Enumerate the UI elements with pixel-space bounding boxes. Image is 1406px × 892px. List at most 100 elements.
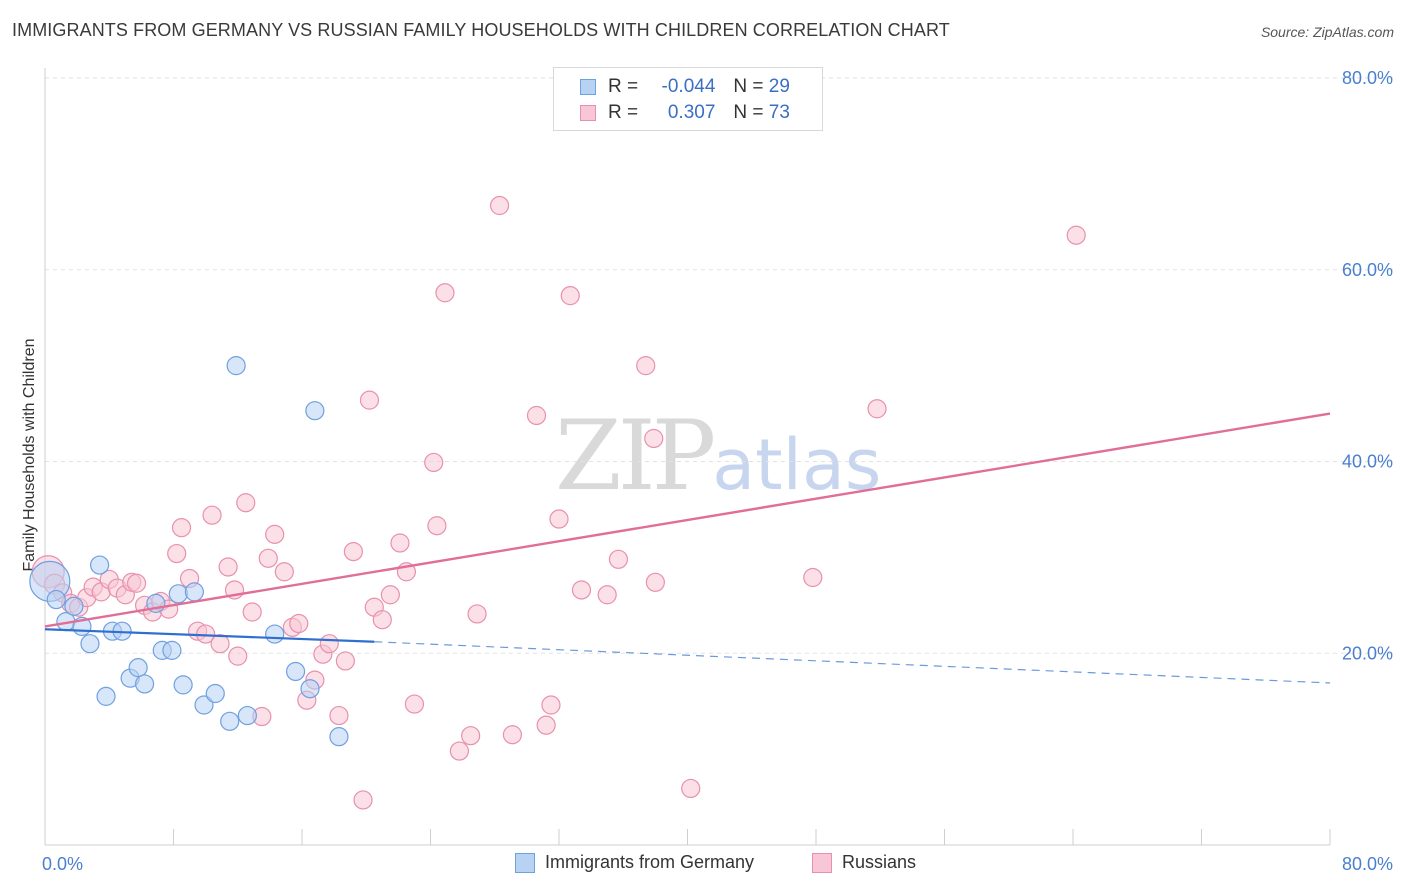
series-swatch-russians xyxy=(812,852,832,873)
germany-point xyxy=(96,686,116,706)
germany-trend-extension xyxy=(374,641,1331,684)
germany-point xyxy=(64,596,84,616)
legend-n-value-germany: 29 xyxy=(768,76,790,97)
legend-swatch-germany xyxy=(580,79,596,95)
russians-point xyxy=(644,428,664,449)
russians-point xyxy=(265,524,285,544)
series-label-russians: Russians xyxy=(842,852,917,872)
watermark-zip: ZIP xyxy=(555,400,716,512)
russians-point xyxy=(427,516,447,536)
russians-point xyxy=(390,533,410,553)
russians-point xyxy=(636,356,656,376)
russians-point xyxy=(236,493,256,513)
russians-point xyxy=(549,509,569,529)
germany-point xyxy=(80,634,100,654)
legend-row-germany: R = -0.044 N = 29 xyxy=(580,75,790,99)
russians-point xyxy=(289,613,309,634)
russians-point xyxy=(461,726,481,746)
legend-r-value-russians: 0.307 xyxy=(667,102,716,123)
russians-point xyxy=(353,790,373,810)
series-legend-germany[interactable]: Immigrants from Germany xyxy=(515,852,754,873)
russians-point xyxy=(242,602,262,622)
series-legend: Immigrants from Germany Russians xyxy=(0,852,1406,878)
germany-point xyxy=(168,584,188,604)
russians-point xyxy=(126,573,147,593)
russians-point xyxy=(228,646,248,666)
russians-point xyxy=(258,548,278,568)
russians-point xyxy=(681,778,701,799)
legend-n-value-russians: 73 xyxy=(768,102,790,123)
germany-point xyxy=(237,705,257,726)
germany-point xyxy=(205,683,225,704)
russians-point xyxy=(329,705,349,726)
russians-point xyxy=(372,610,392,630)
russians-point xyxy=(502,725,523,745)
russians-point xyxy=(202,505,222,525)
germany-point xyxy=(162,640,182,660)
russians-point xyxy=(489,195,510,216)
russians-point xyxy=(867,399,887,419)
russians-point xyxy=(380,585,400,605)
russians-point xyxy=(541,695,561,715)
y-tick-label: 60.0% xyxy=(1342,260,1393,280)
correlation-legend: R = -0.044 N = 29 R = 0.307 N = 73 xyxy=(553,67,823,131)
x-tick-label-min: 0.0% xyxy=(42,854,83,874)
legend-r-value-germany: -0.044 xyxy=(661,76,716,97)
russians-point xyxy=(526,405,547,426)
series-legend-russians[interactable]: Russians xyxy=(812,852,916,873)
chart-title: IMMIGRANTS FROM GERMANY VS RUSSIAN FAMIL… xyxy=(12,20,950,40)
russians-point xyxy=(424,452,444,473)
russians-point xyxy=(1066,225,1086,245)
russians-point xyxy=(404,694,425,714)
y-tick-label: 40.0% xyxy=(1342,452,1393,472)
russians-point xyxy=(335,651,355,671)
germany-point xyxy=(329,727,349,747)
russians-point xyxy=(319,634,339,654)
russians-point xyxy=(560,286,580,306)
legend-r-label: R = xyxy=(608,76,639,97)
y-tick-label: 20.0% xyxy=(1342,643,1393,663)
legend-n-label: N = xyxy=(733,76,764,97)
germany-point xyxy=(265,624,285,644)
y-tick-label: 80.0% xyxy=(1342,68,1393,88)
germany-point xyxy=(226,356,246,376)
series-swatch-germany xyxy=(515,852,535,873)
germany-point xyxy=(285,661,306,682)
russians-point xyxy=(218,557,238,577)
germany-point xyxy=(128,658,148,678)
source-credit: Source: ZipAtlas.com xyxy=(1260,24,1394,40)
russians-point xyxy=(571,580,592,600)
watermark: ZIPatlas xyxy=(555,400,881,512)
russians-point xyxy=(359,390,380,410)
russians-point xyxy=(274,562,294,582)
russians-point xyxy=(467,604,487,624)
russians-point xyxy=(435,283,455,303)
russians-point xyxy=(597,585,617,605)
russians-point xyxy=(608,549,629,569)
germany-trend-line xyxy=(44,628,375,643)
russians-trend-line xyxy=(44,412,1331,628)
russians-point xyxy=(343,542,363,562)
germany-point xyxy=(220,711,240,731)
russians-point xyxy=(167,543,187,564)
germany-point xyxy=(305,401,325,421)
series-label-germany: Immigrants from Germany xyxy=(545,852,755,872)
legend-n-label: N = xyxy=(733,102,764,123)
germany-point xyxy=(46,589,66,610)
russians-point xyxy=(536,715,556,735)
germany-point xyxy=(173,675,193,695)
russians-point xyxy=(449,741,470,761)
germany-point xyxy=(184,582,204,602)
legend-row-russians: R = 0.307 N = 73 xyxy=(580,101,790,125)
russians-point xyxy=(171,518,192,538)
legend-r-label: R = xyxy=(608,102,639,123)
legend-swatch-russians xyxy=(580,105,596,121)
russians-point xyxy=(210,634,230,654)
germany-point xyxy=(90,555,110,575)
russians-point xyxy=(803,567,823,588)
germany-point xyxy=(194,695,214,715)
x-tick-label-max: 80.0% xyxy=(1342,854,1393,874)
russians-point xyxy=(645,572,665,592)
germany-point xyxy=(134,674,155,694)
